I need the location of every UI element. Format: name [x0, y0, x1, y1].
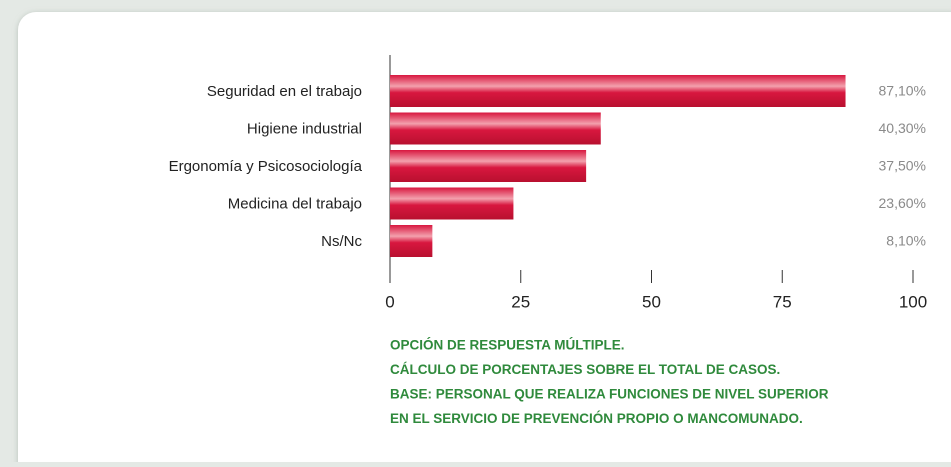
value-label: 87,10% — [879, 83, 926, 99]
category-label: Medicina del trabajo — [228, 195, 362, 212]
bar — [390, 75, 846, 107]
category-label: Ns/Nc — [321, 233, 362, 250]
value-label: 40,30% — [879, 120, 926, 136]
x-tick-label: 0 — [385, 292, 394, 311]
category-label: Ergonomía y Psicosociología — [169, 158, 363, 175]
card — [18, 12, 951, 467]
bar — [390, 225, 433, 257]
note: EN EL SERVICIO DE PREVENCIÓN PROPIO O MA… — [390, 411, 803, 426]
note: CÁLCULO DE PORCENTAJES SOBRE EL TOTAL DE… — [390, 362, 780, 377]
category-label: Seguridad en el trabajo — [207, 83, 362, 100]
category-label: Higiene industrial — [247, 120, 362, 137]
bar — [390, 187, 514, 220]
x-tick-label: 25 — [511, 292, 530, 311]
bar — [390, 112, 601, 145]
value-label: 23,60% — [879, 195, 926, 211]
note: OPCIÓN DE RESPUESTA MÚLTIPLE. — [390, 338, 625, 353]
value-label: 8,10% — [886, 233, 926, 249]
x-tick-label: 75 — [773, 292, 792, 311]
x-tick-label: 100 — [899, 292, 927, 311]
value-label: 37,50% — [879, 158, 926, 174]
x-tick-label: 50 — [642, 292, 661, 311]
bar — [390, 150, 587, 182]
note: BASE: PERSONAL QUE REALIZA FUNCIONES DE … — [390, 387, 829, 402]
